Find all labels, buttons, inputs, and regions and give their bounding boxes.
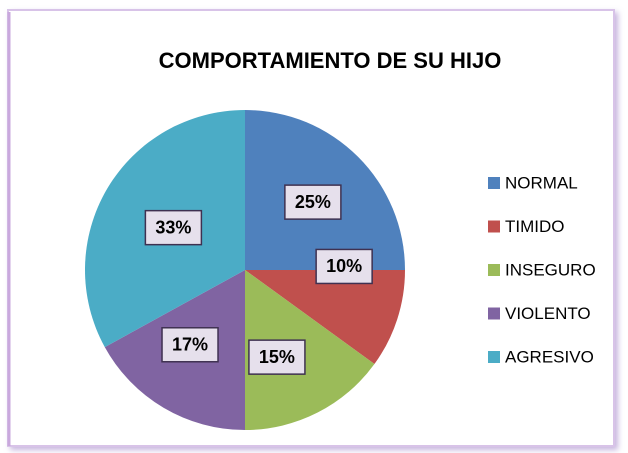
data-label: 33% xyxy=(155,217,191,237)
legend-swatch xyxy=(488,307,500,320)
legend-label: AGRESIVO xyxy=(505,347,594,366)
data-label: 25% xyxy=(295,192,331,212)
legend-label: VIOLENTO xyxy=(505,304,591,323)
data-label-box xyxy=(284,184,342,220)
data-label: 10% xyxy=(326,256,362,276)
legend-label: INSEGURO xyxy=(505,260,596,279)
data-label-box xyxy=(315,248,373,285)
legend-swatch xyxy=(488,351,500,363)
data-label-box xyxy=(144,209,203,246)
data-label: 17% xyxy=(172,335,208,355)
legend-swatch xyxy=(488,177,500,189)
legend-label: NORMAL xyxy=(505,173,578,192)
legend-label: TIMIDO xyxy=(505,217,565,236)
pie-slice xyxy=(245,270,375,430)
data-label: 15% xyxy=(259,347,295,367)
legend-swatch xyxy=(488,220,500,233)
chart-title: COMPORTAMIENTO DE SU HIJO xyxy=(159,48,502,73)
data-label-box xyxy=(248,339,306,375)
legend-swatch xyxy=(488,264,500,276)
data-label-box xyxy=(161,327,219,363)
pie-slice xyxy=(245,270,405,365)
